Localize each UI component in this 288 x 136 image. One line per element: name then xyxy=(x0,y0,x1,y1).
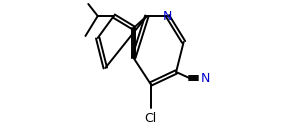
Text: N: N xyxy=(163,10,172,22)
Text: N: N xyxy=(201,72,211,84)
Text: Cl: Cl xyxy=(145,112,157,125)
